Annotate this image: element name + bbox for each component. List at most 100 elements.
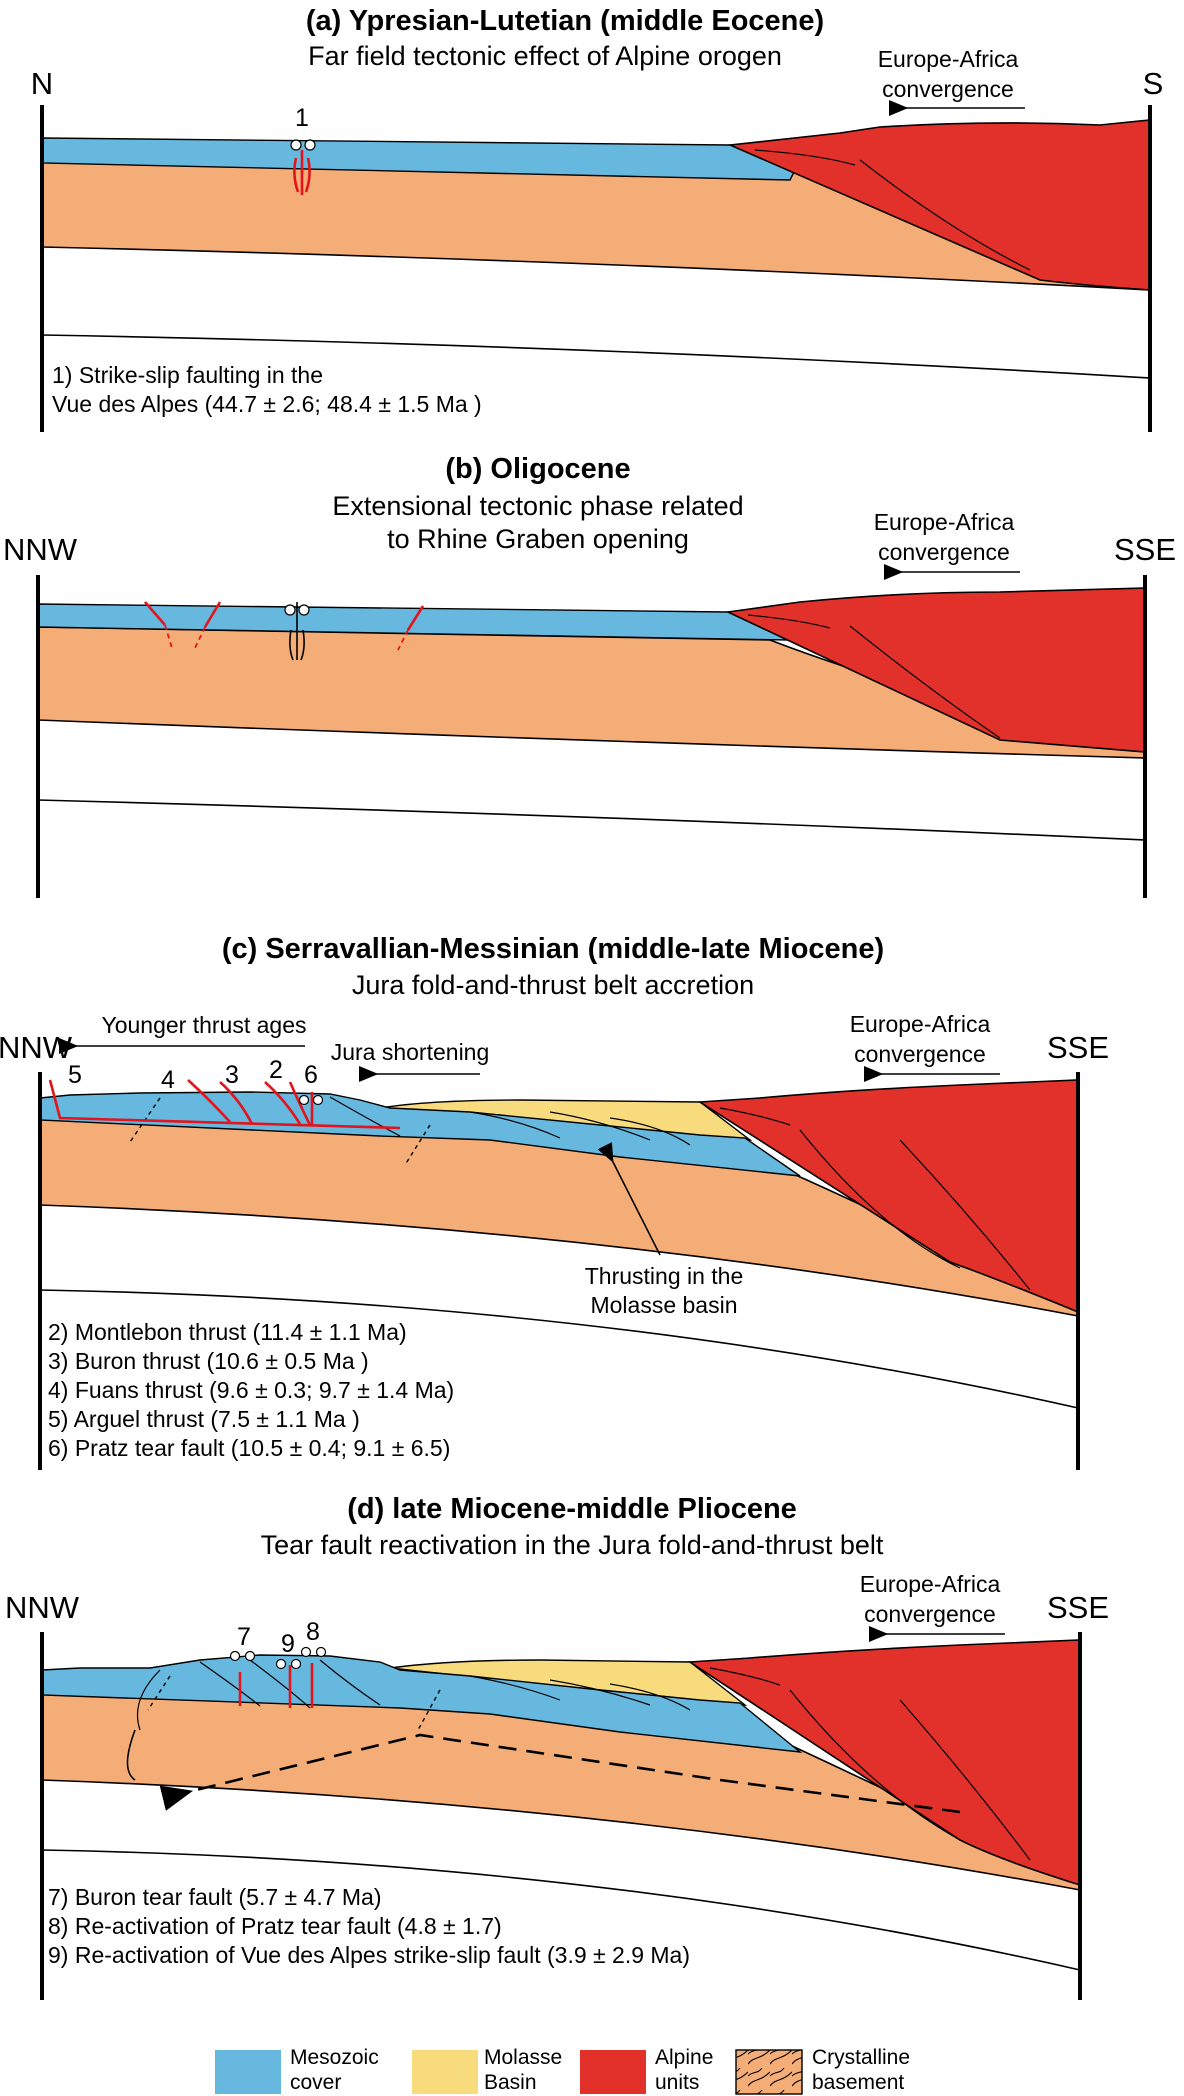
strike-slip-dot-icon bbox=[300, 1646, 312, 1658]
panel-b-normal-fault-2 bbox=[203, 601, 222, 628]
panel-c-note-2: 3) Buron thrust (10.6 ± 0.5 Ma ) bbox=[48, 1348, 369, 1374]
panel-b-normal-fault-3 bbox=[406, 605, 425, 631]
panel-c-left-direction: NNW bbox=[0, 1030, 73, 1065]
molasse-thrust-label-line1: Thrusting in the bbox=[585, 1263, 744, 1289]
strike-slip-dot-icon bbox=[290, 139, 302, 151]
panel-d-marker-7: 7 bbox=[237, 1623, 251, 1651]
panel-a-title: (a) Ypresian-Lutetian (middle Eocene) bbox=[306, 5, 824, 37]
panel-d-subtitle: Tear fault reactivation in the Jura fold… bbox=[261, 1530, 884, 1560]
panel-d-alpine-units bbox=[687, 1639, 1081, 1887]
strike-slip-cross-icon bbox=[244, 1650, 256, 1662]
panel-c-note-1: 2) Montlebon thrust (11.4 ± 1.1 Ma) bbox=[48, 1319, 407, 1345]
panel-c-subtitle: Jura fold-and-thrust belt accretion bbox=[352, 970, 754, 1000]
panel-a-note-1: 1) Strike-slip faulting in the bbox=[52, 362, 323, 388]
panel-a-alpine-units bbox=[726, 119, 1151, 291]
panel-b-convergence-line1: Europe-Africa bbox=[874, 509, 1015, 535]
panel-c-right-direction: SSE bbox=[1047, 1030, 1109, 1065]
legend-swatch-crystalline bbox=[735, 2049, 803, 2095]
panel-c-marker-6: 6 bbox=[304, 1061, 318, 1089]
panel-c-convergence-line2: convergence bbox=[854, 1041, 986, 1067]
panel-a-convergence-line2: convergence bbox=[882, 76, 1014, 102]
panel-b-convergence-line2: convergence bbox=[878, 539, 1010, 565]
panel-b-base-line bbox=[37, 799, 1146, 841]
panel-b-normal-fault-1-dash bbox=[164, 624, 173, 649]
strike-slip-cross-icon bbox=[304, 139, 316, 151]
panel-a-marker-1: 1 bbox=[295, 104, 309, 132]
strike-slip-dot-icon bbox=[275, 1658, 287, 1670]
panel-b-strike-slip-fault bbox=[289, 602, 305, 661]
panel-d-note-1: 7) Buron tear fault (5.7 ± 4.7 Ma) bbox=[48, 1884, 382, 1910]
panel-d: (d) late Miocene-middle Pliocene Tear fa… bbox=[5, 1493, 1109, 2000]
panel-c-marker-3: 3 bbox=[225, 1061, 239, 1089]
panel-d-note-2: 8) Re-activation of Pratz tear fault (4.… bbox=[48, 1913, 502, 1939]
panel-c-note-3: 4) Fuans thrust (9.6 ± 0.3; 9.7 ± 1.4 Ma… bbox=[48, 1377, 454, 1403]
panel-d-dashed-ramps bbox=[147, 1675, 441, 1731]
panel-a-subtitle: Far field tectonic effect of Alpine orog… bbox=[308, 41, 782, 71]
panel-d-mesozoic-cover bbox=[41, 1654, 803, 1753]
legend-label-crystalline-line1: Crystalline bbox=[812, 2046, 910, 2069]
panel-d-jura-thrusts bbox=[136, 1659, 691, 1731]
panel-c-title: (c) Serravallian-Messinian (middle-late … bbox=[222, 933, 884, 965]
panel-d-basement-transfer-arrow bbox=[159, 1733, 961, 1814]
panel-b-normal-fault-1 bbox=[144, 601, 166, 626]
panel-b-alpine-units bbox=[725, 587, 1146, 753]
panel-a-base-line bbox=[41, 334, 1151, 379]
panel-c-note-4: 5) Arguel thrust (7.5 ± 1.1 Ma ) bbox=[48, 1406, 360, 1432]
strike-slip-cross-icon bbox=[290, 1658, 302, 1670]
panel-a-left-direction: N bbox=[31, 66, 53, 101]
panel-d-alpine-thrusts bbox=[709, 1667, 1031, 1861]
molasse-thrust-arrow bbox=[597, 1142, 661, 1256]
strike-slip-cross-icon bbox=[312, 1094, 324, 1106]
panel-b-right-direction: SSE bbox=[1114, 532, 1176, 567]
panel-d-frontal-ramp bbox=[126, 1729, 136, 1781]
panel-c-marker-2: 2 bbox=[269, 1056, 283, 1084]
panel-b-normal-fault-2-dash bbox=[194, 626, 206, 649]
panel-d-convergence-line2: convergence bbox=[864, 1601, 996, 1627]
legend: Mesozoic cover Molasse Basin Alpine unit… bbox=[215, 2046, 910, 2095]
panel-d-right-direction: SSE bbox=[1047, 1590, 1109, 1625]
legend-label-mesozoic-line2: cover bbox=[290, 2071, 341, 2094]
panel-d-base-line bbox=[41, 1849, 1081, 1971]
panel-b-normal-fault-3-dash bbox=[397, 629, 409, 651]
strike-slip-cross-icon bbox=[298, 604, 310, 616]
panel-b-thrusts bbox=[747, 614, 1001, 739]
jura-shortening-label: Jura shortening bbox=[331, 1039, 490, 1065]
panel-c-base-line bbox=[39, 1289, 1079, 1409]
panel-c-alpine-thrusts bbox=[719, 1107, 1031, 1291]
panel-b: (b) Oligocene Extensional tectonic phase… bbox=[3, 453, 1176, 898]
panel-d-left-direction: NNW bbox=[5, 1590, 80, 1625]
panel-a-thrusts bbox=[754, 149, 1031, 271]
panel-c-marker-5: 5 bbox=[68, 1061, 82, 1089]
strike-slip-dot-icon bbox=[284, 604, 296, 616]
strike-slip-dot-icon bbox=[298, 1094, 310, 1106]
panel-c-thrust-faults bbox=[187, 1079, 312, 1126]
panel-d-marker-9: 9 bbox=[281, 1630, 295, 1658]
legend-label-molasse-line1: Molasse bbox=[484, 2046, 562, 2069]
panel-c-convergence-line1: Europe-Africa bbox=[850, 1011, 991, 1037]
legend-label-crystalline-line2: basement bbox=[812, 2071, 904, 2094]
molasse-thrust-label-line2: Molasse basin bbox=[590, 1292, 737, 1318]
legend-swatch-alpine bbox=[580, 2050, 646, 2094]
strike-slip-dot-icon bbox=[229, 1650, 241, 1662]
panel-d-marker-8: 8 bbox=[306, 1618, 320, 1646]
panel-a-convergence-line1: Europe-Africa bbox=[878, 46, 1019, 72]
panel-c-alpine-units bbox=[697, 1079, 1079, 1314]
panel-b-left-direction: NNW bbox=[3, 532, 78, 567]
legend-label-alpine-line2: units bbox=[655, 2071, 699, 2094]
panel-c-molasse-thrusts bbox=[329, 1096, 691, 1146]
legend-label-alpine-line1: Alpine bbox=[655, 2046, 713, 2069]
legend-swatch-mesozoic bbox=[215, 2050, 281, 2094]
legend-label-molasse-line2: Basin bbox=[484, 2071, 537, 2094]
younger-thrust-ages-label: Younger thrust ages bbox=[101, 1012, 306, 1038]
panel-b-subtitle-line1: Extensional tectonic phase related bbox=[332, 491, 743, 521]
panel-c-note-5: 6) Pratz tear fault (10.5 ± 0.4; 9.1 ± 6… bbox=[48, 1435, 450, 1461]
panel-d-note-3: 9) Re-activation of Vue des Alpes strike… bbox=[48, 1942, 690, 1968]
panel-d-convergence-line1: Europe-Africa bbox=[860, 1571, 1001, 1597]
panel-c-marker-4: 4 bbox=[161, 1066, 175, 1094]
panel-a-fault-1 bbox=[293, 150, 311, 195]
panel-c: (c) Serravallian-Messinian (middle-late … bbox=[0, 933, 1109, 1470]
legend-label-mesozoic-line1: Mesozoic bbox=[290, 2046, 379, 2069]
strike-slip-cross-icon bbox=[315, 1646, 327, 1658]
panel-b-title: (b) Oligocene bbox=[445, 453, 630, 485]
